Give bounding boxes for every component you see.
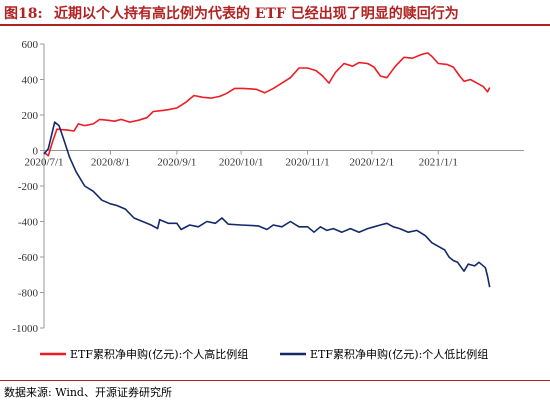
y-tick-label: -200	[18, 181, 39, 193]
line-chart: 600 400 200 0 -200 -400 -600 -800 -1000 2020/7/1 2…	[12, 39, 524, 361]
series-line-high-ratio	[43, 52, 491, 157]
x-tick-label: 2021/1/1	[419, 157, 458, 169]
x-tick-label: 2020/7/1	[24, 157, 63, 169]
figure-header: 图18: 近期以个人持有高比例为代表的 ETF 已经出现了明显的赎回行为	[0, 0, 550, 26]
y-tick-label: -400	[18, 217, 39, 229]
y-tick-label: -800	[18, 288, 39, 300]
footer-divider	[0, 380, 550, 381]
y-tick-label: -600	[18, 252, 39, 264]
y-tick-label: 200	[22, 110, 39, 122]
x-tick-label: 2020/8/1	[91, 157, 130, 169]
source-note: 数据来源: Wind、开源证券研究所	[4, 386, 172, 399]
figure-label: 图18:	[4, 6, 43, 22]
y-tick-label: -1000	[12, 323, 38, 335]
y-tick-label: 0	[33, 146, 39, 158]
series-line-low-ratio	[43, 121, 491, 288]
x-tick-label: 2020/9/1	[157, 157, 196, 169]
x-tick-label: 2020/12/1	[350, 157, 395, 169]
figure-title: 近期以个人持有高比例为代表的 ETF 已经出现了明显的赎回行为	[54, 6, 459, 22]
legend-label-high-ratio: ETF累积净申购(亿元):个人高比例组	[70, 347, 248, 361]
legend-label-low-ratio: ETF累积净申购(亿元):个人低比例组	[310, 347, 488, 361]
x-tick-label: 2020/10/1	[219, 157, 264, 169]
y-tick-label: 600	[22, 39, 39, 51]
y-tick-label: 400	[22, 75, 39, 87]
x-tick-label: 2020/11/1	[285, 157, 329, 169]
